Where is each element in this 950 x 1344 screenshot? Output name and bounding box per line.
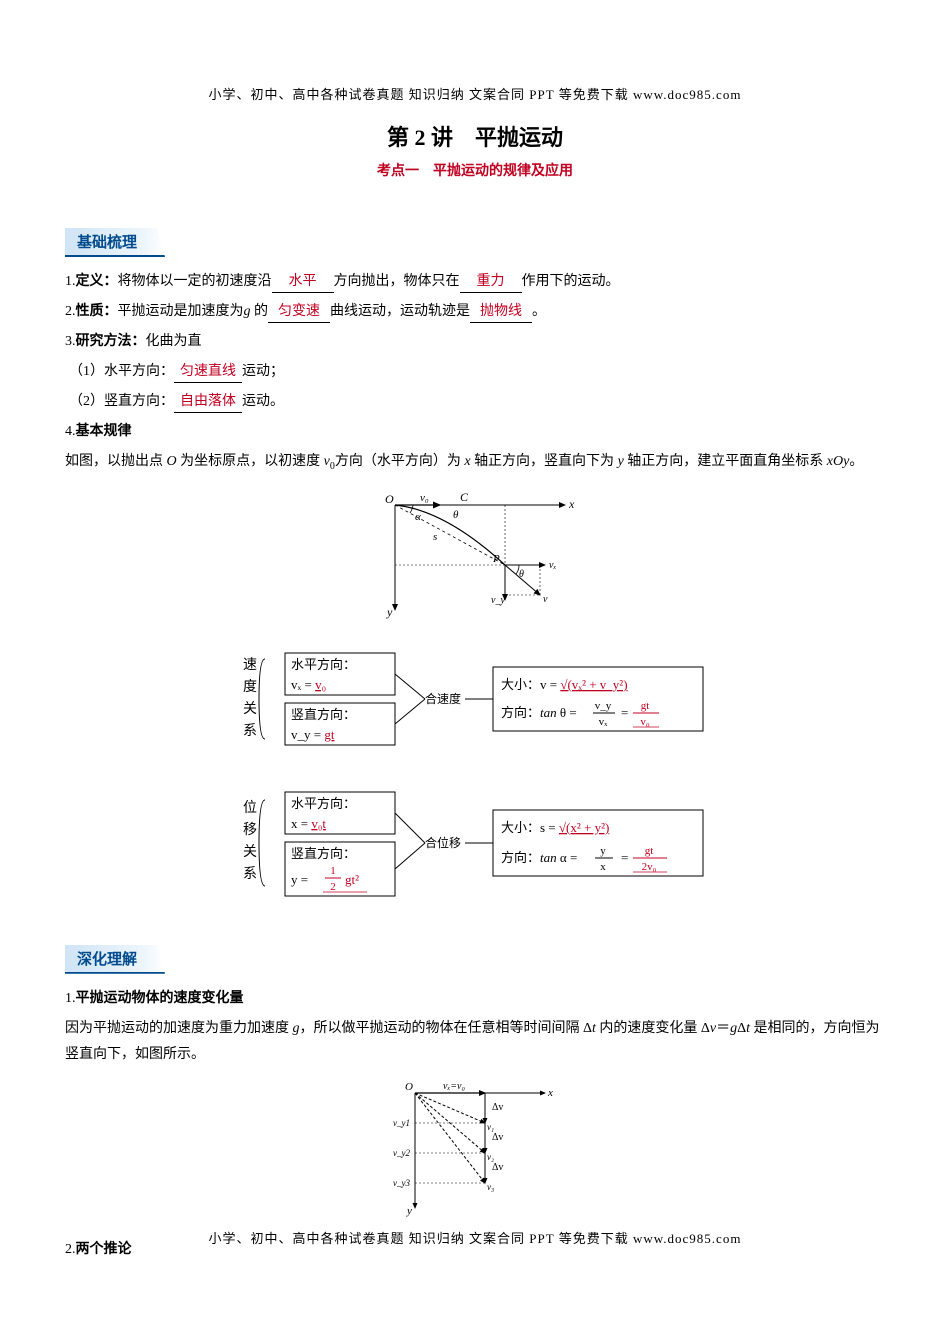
svg-text:Δv: Δv: [492, 1102, 503, 1113]
method-sub1: （1）水平方向：匀速直线运动；: [69, 359, 885, 385]
displacement-flow-diagram: 位 移 关 系 水平方向： x = v₀t 竖直方向： y = 1 2 gt² …: [65, 778, 885, 913]
definition-row: 1.定义：将物体以一定的初速度沿水平方向抛出，物体只在重力作用下的运动。: [65, 269, 885, 295]
svg-text:=: =: [621, 705, 628, 720]
svg-text:v₃: v₃: [487, 1182, 494, 1192]
velocity-flow-diagram: 速 度 关 系 水平方向： vₓ = v₀ 竖直方向： v_y = gt 合速度…: [65, 639, 885, 764]
svg-text:v₀: v₀: [420, 492, 429, 504]
svg-text:大小：v = √(vₓ² + v_y²): 大小：v = √(vₓ² + v_y²): [501, 677, 628, 692]
svg-text:gt²: gt²: [345, 872, 359, 887]
svg-text:C: C: [460, 490, 469, 504]
svg-text:α: α: [415, 511, 421, 523]
svg-text:速: 速: [243, 657, 257, 673]
svg-text:O: O: [405, 1081, 413, 1093]
svg-text:Δv: Δv: [492, 1132, 503, 1143]
svg-text:v₁: v₁: [487, 1122, 494, 1132]
blank-parabola: 抛物线: [470, 302, 532, 323]
blank-freefall: 自由落体: [174, 392, 242, 413]
svg-text:v_y: v_y: [595, 700, 612, 712]
svg-text:v_y3: v_y3: [393, 1178, 410, 1188]
svg-text:合速度: 合速度: [425, 691, 461, 706]
blank-gravity: 重力: [460, 272, 522, 293]
svg-text:θ: θ: [453, 509, 459, 521]
svg-text:2v₀: 2v₀: [642, 861, 657, 873]
blank-horizontal: 水平: [272, 272, 334, 293]
svg-text:x: x: [568, 497, 575, 511]
svg-text:x: x: [600, 861, 606, 873]
svg-text:竖直方向：: 竖直方向：: [291, 707, 356, 722]
svg-text:s: s: [433, 531, 437, 543]
page-footer: 小学、初中、高中各种试卷真题 知识归纳 文案合同 PPT 等免费下载 www.d…: [0, 1228, 950, 1247]
svg-text:vₓ: vₓ: [549, 560, 556, 571]
svg-text:P: P: [492, 553, 500, 565]
rules-desc: 如图，以抛出点 O 为坐标原点，以初速度 v0方向（水平方向）为 x 轴正方向，…: [65, 449, 885, 480]
svg-text:v: v: [543, 594, 548, 605]
svg-text:移: 移: [243, 822, 257, 838]
svg-text:水平方向：: 水平方向：: [291, 796, 356, 811]
svg-text:v_y2: v_y2: [393, 1148, 410, 1158]
blank-uniform: 匀变速: [268, 302, 330, 323]
rules-row: 4.基本规律: [65, 419, 885, 445]
svg-text:vₓ = v₀: vₓ = v₀: [291, 677, 326, 692]
svg-text:v_y = gt: v_y = gt: [291, 727, 335, 742]
svg-text:y: y: [406, 1205, 412, 1217]
property-row: 2.性质：平抛运动是加速度为g 的匀变速曲线运动，运动轨迹是抛物线。: [65, 299, 885, 325]
page-header: 小学、初中、高中各种试卷真题 知识归纳 文案合同 PPT 等免费下载 www.d…: [0, 84, 950, 103]
svg-text:y: y: [600, 845, 606, 857]
svg-text:度: 度: [243, 679, 257, 695]
svg-text:vₓ: vₓ: [599, 716, 609, 728]
svg-text:关: 关: [243, 701, 257, 717]
svg-text:关: 关: [243, 844, 257, 860]
method-row: 3.研究方法：化曲为直: [65, 329, 885, 355]
svg-text:系: 系: [243, 723, 257, 739]
svg-text:v_y: v_y: [491, 595, 505, 606]
deep-1-text: 因为平抛运动的加速度为重力加速度 g，所以做平抛运动的物体在任意相等时间间隔 Δ…: [65, 1016, 885, 1068]
svg-text:y: y: [386, 605, 393, 619]
section-basics-header: 基础梳理: [65, 228, 165, 257]
svg-text:gt: gt: [641, 700, 650, 712]
svg-text:x: x: [547, 1087, 553, 1099]
svg-text:v₀: v₀: [640, 716, 650, 728]
method-sub2: （2）竖直方向：自由落体运动。: [69, 389, 885, 415]
section-deep-header: 深化理解: [65, 945, 165, 974]
svg-text:位: 位: [243, 800, 257, 816]
svg-text:Δv: Δv: [492, 1162, 503, 1173]
svg-text:O: O: [385, 492, 394, 506]
svg-text:方向：tan θ =: 方向：tan θ =: [501, 705, 577, 720]
svg-text:1: 1: [330, 865, 336, 877]
svg-text:x = v₀t: x = v₀t: [291, 816, 326, 831]
trajectory-diagram: O v₀ C x y α θ s P θ vₓ v_y v: [65, 490, 885, 625]
svg-text:v₂: v₂: [487, 1152, 494, 1162]
main-title: 第 2 讲 平抛运动: [65, 120, 885, 152]
svg-text:2: 2: [330, 881, 336, 893]
velocity-increment-diagram: O vₓ=v₀ x y Δv Δv Δv v_y1 v_y2 v_y3 v₁ v…: [65, 1078, 885, 1223]
svg-text:大小：s = √(x² + y²): 大小：s = √(x² + y²): [501, 820, 609, 835]
svg-text:vₓ=v₀: vₓ=v₀: [443, 1081, 465, 1092]
svg-text:水平方向：: 水平方向：: [291, 657, 356, 672]
svg-text:y =: y =: [291, 872, 308, 887]
svg-text:方向：tan α =: 方向：tan α =: [501, 850, 577, 865]
deep-1-title: 1.平抛运动物体的速度变化量: [65, 986, 885, 1012]
sub-title: 考点一 平抛运动的规律及应用: [65, 160, 885, 180]
svg-text:系: 系: [243, 866, 257, 882]
svg-text:=: =: [621, 850, 628, 865]
svg-text:v_y1: v_y1: [393, 1118, 410, 1128]
svg-text:gt: gt: [645, 845, 654, 857]
svg-text:合位移: 合位移: [425, 835, 461, 850]
svg-text:θ: θ: [519, 569, 524, 580]
svg-text:竖直方向：: 竖直方向：: [291, 846, 356, 861]
blank-uniform-line: 匀速直线: [174, 362, 242, 383]
